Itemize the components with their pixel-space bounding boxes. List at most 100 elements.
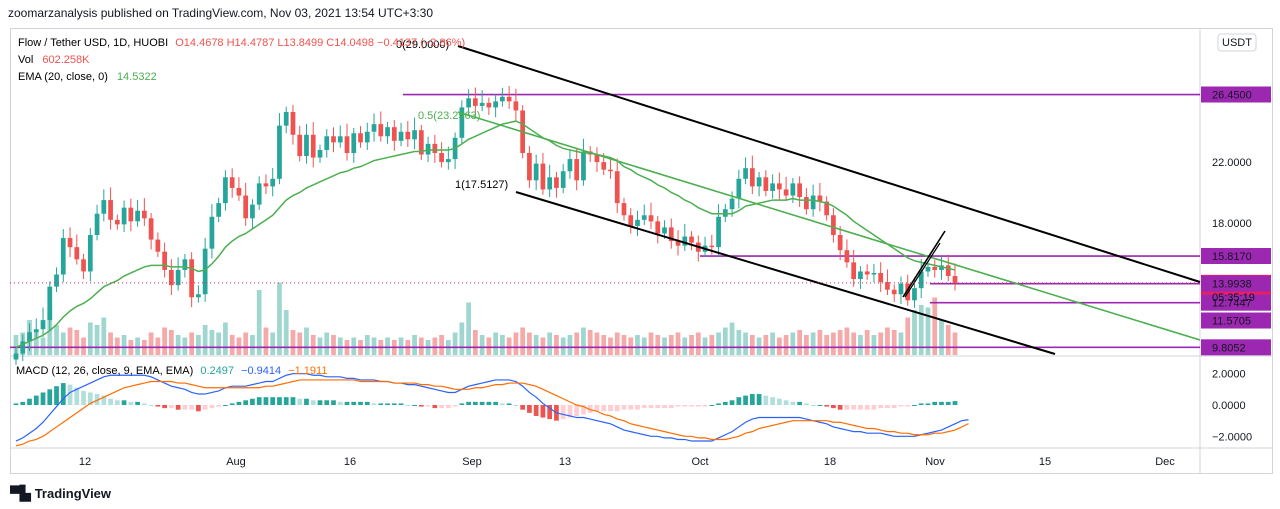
channel-mid-line: [457, 111, 1201, 341]
volume-bar: [209, 330, 215, 355]
macd-bar: [87, 392, 93, 405]
legend-symbol-name: Flow / Tether USD, 1D, HUOBI: [18, 37, 168, 49]
macd-bar: [40, 392, 46, 405]
volume-bar: [560, 337, 566, 355]
macd-bar: [743, 395, 748, 405]
candle-body: [229, 177, 235, 188]
macd-bar: [635, 405, 640, 410]
candle-body: [743, 168, 748, 179]
volume-bar: [682, 337, 688, 355]
candle-body: [270, 178, 276, 187]
volume-bar: [121, 335, 127, 355]
ema-line-group: [15, 120, 956, 349]
candle-body: [790, 183, 796, 196]
channel-lines[interactable]: [457, 45, 1201, 355]
volume-bar: [790, 332, 796, 355]
macd-bar: [101, 395, 107, 405]
time-tick-label: 12: [79, 456, 91, 468]
price-tick-label: 18.0000: [1212, 218, 1252, 230]
candle-body: [13, 353, 19, 360]
price-badge: [1201, 86, 1271, 103]
legend-vol-label: Vol: [18, 54, 33, 66]
volume-bar: [412, 335, 417, 355]
macd-bar: [439, 405, 444, 409]
candle-body: [722, 209, 728, 217]
macd-bar: [67, 384, 73, 405]
macd-bar: [878, 405, 884, 409]
macd-bar: [783, 400, 789, 405]
price-axis[interactable]: 26.450022.000018.000015.817014.049813.99…: [1201, 86, 1271, 356]
volume-bar: [202, 325, 208, 355]
svg-text:USDT: USDT: [1222, 37, 1252, 49]
currency-button[interactable]: USDT: [1217, 33, 1257, 52]
macd-bar: [236, 401, 242, 405]
volume-bar: [40, 337, 46, 355]
volume-bar: [898, 332, 904, 355]
volume-bar: [169, 330, 174, 355]
volume-bar: [216, 332, 222, 355]
volume-bar: [87, 322, 93, 355]
candle-body: [20, 341, 26, 354]
candle-body: [182, 259, 188, 270]
volume-bar: [466, 302, 471, 355]
volume-bar: [256, 290, 262, 355]
candle-body: [439, 152, 444, 163]
macd-bar: [256, 397, 262, 405]
candle-body: [310, 134, 316, 158]
macd-axis: 2.0000 0.0000 −2.0000: [1212, 369, 1252, 444]
macd-bar: [858, 405, 863, 410]
macd-bar: [331, 400, 336, 405]
candle-body: [162, 251, 167, 270]
volume-bar: [709, 335, 715, 355]
candle-body: [331, 136, 336, 143]
macd-bar: [709, 405, 715, 406]
channel-upper-line: [457, 45, 1201, 283]
volume-bar: [749, 335, 755, 355]
volume-bar: [182, 337, 188, 355]
macd-bar: [398, 403, 404, 405]
time-tick-label: 16: [344, 456, 356, 468]
candle-body: [709, 245, 715, 248]
macd-bar: [202, 405, 208, 410]
candle-body: [716, 216, 721, 248]
macd-bar: [364, 401, 370, 405]
macd-bar: [810, 405, 816, 406]
candle-body: [47, 286, 53, 321]
wedge-line-a: [902, 230, 946, 298]
macd-bar: [608, 405, 613, 412]
volume-bar: [189, 332, 195, 355]
candle-body: [337, 136, 343, 143]
volume-bar: [94, 325, 100, 355]
volume-bar: [324, 332, 330, 355]
price-tick-label: 15.8170: [1212, 251, 1252, 263]
candle-body: [547, 177, 553, 190]
volume-bar: [614, 332, 620, 355]
volume-bar: [770, 332, 775, 355]
volume-bar: [148, 332, 154, 355]
macd-bar: [74, 387, 80, 405]
candle-body: [196, 294, 201, 298]
volume-bar: [108, 332, 113, 355]
volume-bar: [567, 335, 573, 355]
macd-bar: [817, 405, 823, 406]
candle-body: [74, 247, 80, 260]
candle-body: [567, 159, 573, 172]
macd-bar: [885, 405, 890, 409]
macd-bar: [939, 401, 944, 405]
candle-body: [202, 248, 208, 295]
candle-body: [864, 271, 870, 275]
candle-body: [540, 163, 546, 190]
volume-bar: [587, 330, 593, 355]
candle-body: [256, 183, 262, 205]
macd-bar: [486, 401, 492, 405]
macd-tick-label: 0.0000: [1212, 400, 1246, 412]
macd-bar: [337, 401, 343, 405]
tradingview-logo[interactable]: ▀▙ TradingView: [10, 485, 111, 502]
macd-bar: [763, 395, 769, 405]
volume-bar: [81, 337, 86, 355]
volume-bar: [114, 337, 120, 355]
time-tick-label: Oct: [691, 456, 708, 468]
candle-body: [60, 238, 66, 275]
macd-bar: [189, 405, 195, 410]
